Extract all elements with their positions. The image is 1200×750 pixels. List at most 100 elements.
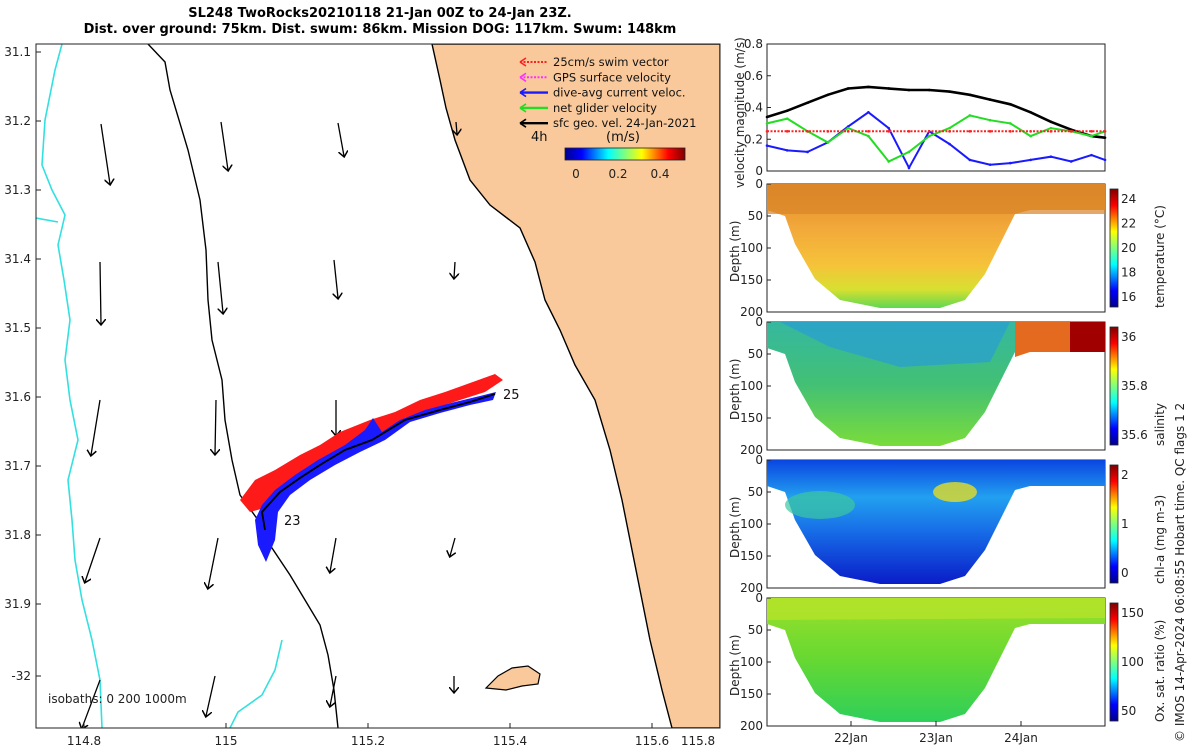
cbar-tick-0-4: 16 <box>1121 290 1136 304</box>
section-fresh-core-1 <box>780 322 1010 367</box>
depth-tick-3-3: 150 <box>740 687 763 701</box>
date-tick-0: 22Jan <box>834 731 868 745</box>
velocity-point-1-1 <box>785 149 789 152</box>
velocity-point-3-4 <box>846 130 850 133</box>
velocity-point-1-16 <box>1090 153 1093 157</box>
velocity-point-3-15 <box>1069 130 1073 133</box>
velocity-point-0-1 <box>785 109 789 112</box>
velocity-series-0 <box>766 85 1106 139</box>
velocity-point-1-10 <box>968 158 972 162</box>
depth-tick-0-4: 200 <box>740 305 763 319</box>
section-fill-2 <box>767 460 1105 584</box>
section-colorbar-2 <box>1109 464 1119 584</box>
velocity-point-0-17 <box>1103 136 1107 139</box>
date-tick-2: 24Jan <box>1004 731 1038 745</box>
velocity-point-0-9 <box>948 90 951 93</box>
velocity-point-2-12 <box>1009 122 1012 125</box>
depth-tick-1-4: 200 <box>740 443 763 457</box>
velocity-y-ticks: 0.8 0.6 0.4 0.2 0 <box>744 37 771 178</box>
map-ytick-5: 31.6 <box>4 390 31 404</box>
velocity-point-2-9 <box>948 126 951 130</box>
cbar-tick-1-0: 36 <box>1121 330 1136 344</box>
section-surface-layer-0 <box>767 184 1105 214</box>
depth-tick-2-0: 0 <box>755 453 763 467</box>
legend-interval: 4h <box>531 130 548 145</box>
cbar-tick-0-1: 22 <box>1121 217 1136 231</box>
velocity-ytick-0: 0.8 <box>744 37 763 51</box>
velocity-point-0-7 <box>907 88 911 92</box>
velocity-point-0-11 <box>988 98 992 101</box>
velocity-point-1-13 <box>1029 158 1032 162</box>
velocity-point-1-17 <box>1103 158 1107 162</box>
depth-label-1: Depth (m) <box>728 359 742 420</box>
legend-label-0: 25cm/s swim vector <box>553 55 669 69</box>
velocity-point-3-7 <box>907 130 911 133</box>
velocity-point-0-0 <box>765 115 769 119</box>
island <box>484 665 541 691</box>
depth-tick-2-1: 50 <box>748 485 763 499</box>
cbar-tick-0-2: 20 <box>1121 241 1136 255</box>
credit-text: © IMOS 14-Apr-2024 06:08:55 Hobart time.… <box>1173 403 1187 742</box>
velocity-point-2-4 <box>846 126 850 130</box>
map-xtick-4: 115.6 <box>635 734 669 748</box>
depth-tick-3-0: 0 <box>755 591 763 605</box>
land-area <box>431 44 720 728</box>
velocity-point-2-6 <box>887 160 890 163</box>
depth-tick-3-2: 100 <box>740 655 763 669</box>
map-ytick-7: 31.8 <box>4 528 31 542</box>
velocity-point-2-1 <box>785 117 789 120</box>
cbar-label-3: Ox. sat. ratio (%) <box>1153 620 1167 722</box>
velocity-point-1-15 <box>1069 160 1073 163</box>
velocity-point-2-3 <box>826 141 830 144</box>
legend-label-1: GPS surface velocity <box>553 70 671 84</box>
velocity-ytick-2: 0.4 <box>744 101 763 115</box>
legend-arrowhead-2 <box>519 87 527 98</box>
velocity-series-1 <box>766 111 1106 170</box>
depth-tick-1-3: 150 <box>740 411 763 425</box>
velocity-point-3-10 <box>968 130 972 133</box>
cbar-tick-3-1: 100 <box>1121 655 1144 669</box>
depth-tick-3-4: 200 <box>740 719 763 733</box>
velocity-point-0-2 <box>806 101 809 105</box>
velocity-axes <box>766 43 1106 172</box>
cbar-label-2: chl-a (mg m-3) <box>1153 495 1167 584</box>
cbar-tick-1: 0.2 <box>608 167 627 181</box>
cbar-tick-0: 0 <box>572 167 580 181</box>
velocity-point-3-0 <box>765 130 769 133</box>
velocity-ytick-1: 0.6 <box>744 69 763 83</box>
velocity-point-2-11 <box>988 118 992 122</box>
depth-tick-2-4: 200 <box>740 581 763 595</box>
velocity-point-3-17 <box>1103 130 1107 133</box>
velocity-point-3-3 <box>826 130 830 133</box>
velocity-point-1-12 <box>1009 161 1012 165</box>
velocity-point-1-9 <box>948 142 951 146</box>
velocity-ylabel: velocity magnitude (m/s) <box>733 37 747 188</box>
velocity-point-1-6 <box>887 126 890 130</box>
velocity-point-3-6 <box>887 130 890 133</box>
legend-label-4: sfc geo. vel. 24-Jan-2021 <box>553 116 697 130</box>
velocity-point-2-8 <box>927 134 931 138</box>
isobaths-label: isobaths: 0 200 1000m <box>48 692 187 706</box>
section-chl-max-2 <box>933 482 977 502</box>
velocity-point-2-7 <box>907 150 911 154</box>
velocity-point-1-0 <box>765 144 769 147</box>
cbar-label-0: temperature (°C) <box>1153 205 1167 308</box>
legend-label-2: dive-avg current veloc. <box>553 86 686 100</box>
velocity-point-3-1 <box>785 130 789 133</box>
velocity-point-1-14 <box>1049 155 1053 159</box>
depth-tick-1-2: 100 <box>740 379 763 393</box>
track-swim-vectors-red <box>240 374 503 512</box>
velocity-panel: 0.8 0.6 0.4 0.2 0 velocity magnitude (m/s) <box>733 37 1107 188</box>
speed-colorbar-ticks: 0 0.2 0.4 <box>572 167 669 181</box>
velocity-point-2-14 <box>1049 126 1053 130</box>
map-panel: 23 25 isobaths: 0 200 1000m 25cm/s swim … <box>4 43 721 748</box>
depth-label-2: Depth (m) <box>728 497 742 558</box>
map-ytick-4: 31.5 <box>4 321 31 335</box>
isobath-1000-b <box>36 217 59 223</box>
velocity-point-0-4 <box>846 87 850 90</box>
velocity-point-2-0 <box>765 122 769 125</box>
speed-colorbar <box>564 147 686 161</box>
cbar-tick-0-3: 18 <box>1121 266 1136 280</box>
